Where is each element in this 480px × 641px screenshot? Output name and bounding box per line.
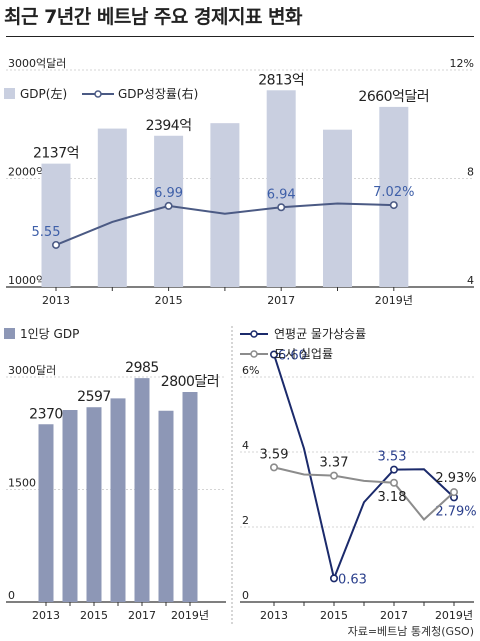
unemployment-label: 3.37 [320, 456, 349, 471]
unemployment-point [329, 471, 338, 480]
legend-growth-label: GDP성장률(右) [118, 86, 198, 101]
inflation-line [273, 354, 455, 582]
per-capita-bar-label: 2370 [29, 406, 63, 422]
legend-growth-dot [94, 90, 102, 98]
gdp-left-tick-label: 1000억 [8, 274, 46, 287]
per-capita-bar-label: 2985 [125, 360, 159, 376]
gdp-bar [379, 106, 409, 287]
gdp-growth-point [389, 201, 398, 210]
legend-unemployment-label: 도시 실업률 [274, 347, 333, 361]
gdp-growth-label: 6.94 [267, 187, 296, 202]
title-divider [6, 36, 474, 37]
gdp-growth-point [51, 240, 60, 249]
per-capita-x-tick-label: 2013 [32, 609, 60, 622]
per-capita-tick-label: 0 [8, 589, 15, 602]
inflation-label: 0.63 [338, 572, 367, 587]
legend-gdp-swatch [4, 88, 15, 99]
rates-x-tick-label: 2013 [260, 609, 288, 622]
per-capita-x-tick-label: 2017 [128, 609, 156, 622]
unemployment-line [273, 466, 455, 521]
per-capita-bar [62, 410, 78, 602]
per-capita-bar [38, 424, 54, 602]
rates-tick-label: 2 [242, 514, 249, 527]
per-capita-bar [134, 378, 150, 602]
inflation-point [329, 574, 338, 583]
unemployment-point [389, 478, 398, 487]
gdp-bar [266, 90, 296, 288]
gdp-right-tick-label: 4 [467, 274, 474, 287]
source-note: 자료=베트남 통계청(GSO) [347, 625, 474, 638]
legend-gdp-label: GDP(左) [20, 86, 67, 101]
rates-tick-label: 4 [242, 439, 249, 452]
inflation-point [269, 350, 278, 359]
gdp-bar [154, 135, 184, 287]
gdp-right-tick-label: 12% [450, 57, 474, 70]
per-capita-tick-label: 1500 [8, 477, 36, 490]
inflation-label: 2.79% [435, 504, 476, 519]
per-capita-bar [110, 398, 126, 602]
rates-tick-label: 0 [242, 589, 249, 602]
unemployment-point [269, 463, 278, 472]
inflation-point [389, 465, 398, 474]
gdp-bar [323, 129, 352, 287]
legend-unemployment-dot [250, 350, 258, 358]
gdp-x-tick-label: 2013 [42, 294, 70, 307]
gdp-growth-label: 7.02% [373, 185, 414, 200]
gdp-bar [210, 123, 240, 287]
per-capita-bar-label: 2597 [77, 389, 111, 405]
gdp-growth-point [164, 201, 173, 210]
legend-per-capita-label: 1인당 GDP [20, 327, 79, 341]
rates-x-tick-label: 2019년 [435, 609, 473, 622]
per-capita-bar-label: 2800달러 [161, 374, 219, 390]
gdp-bar-label: 2660억달러 [358, 89, 429, 105]
legend-inflation-dot [250, 330, 258, 338]
gdp-bar-label: 2813억 [258, 72, 304, 88]
gdp-x-tick-label: 2017 [267, 294, 295, 307]
per-capita-x-tick-label: 2015 [80, 609, 108, 622]
legend-inflation-label: 연평균 물가상승률 [274, 327, 366, 341]
inflation-label: 3.53 [378, 450, 407, 465]
per-capita-x-tick-label: 2019년 [171, 609, 209, 622]
gdp-x-tick-label: 2015 [155, 294, 183, 307]
gdp-bar-label: 2394억 [146, 118, 192, 134]
gdp-growth-line [55, 202, 394, 246]
rates-x-tick-label: 2015 [320, 609, 348, 622]
unemployment-label: 3.59 [260, 447, 289, 462]
inflation-label: 6.60 [278, 349, 307, 364]
per-capita-bar [158, 410, 174, 602]
gdp-bar-label: 2137억 [33, 146, 79, 162]
gdp-left-tick-label: 3000억달러 [8, 57, 66, 70]
unemployment-label: 3.18 [378, 490, 407, 505]
gdp-bar [97, 128, 127, 287]
gdp-bar [41, 163, 71, 287]
per-capita-tick-label: 3000달러 [8, 364, 56, 377]
gdp-growth-label: 6.99 [154, 186, 183, 201]
gdp-growth-point [277, 203, 286, 212]
unemployment-point [449, 488, 458, 497]
legend-per-capita-swatch [4, 328, 15, 339]
per-capita-bar [182, 392, 198, 602]
rates-tick-label: 6% [242, 364, 259, 377]
gdp-right-tick-label: 8 [467, 166, 474, 179]
rates-x-tick-label: 2017 [380, 609, 408, 622]
unemployment-label: 2.93% [435, 471, 476, 486]
page-title: 최근 7년간 베트남 주요 경제지표 변화 [4, 6, 303, 28]
gdp-x-tick-label: 2019년 [375, 294, 413, 307]
per-capita-bar [86, 407, 102, 602]
gdp-left-tick-label: 2000억 [8, 166, 46, 179]
gdp-growth-label: 5.55 [32, 225, 61, 240]
